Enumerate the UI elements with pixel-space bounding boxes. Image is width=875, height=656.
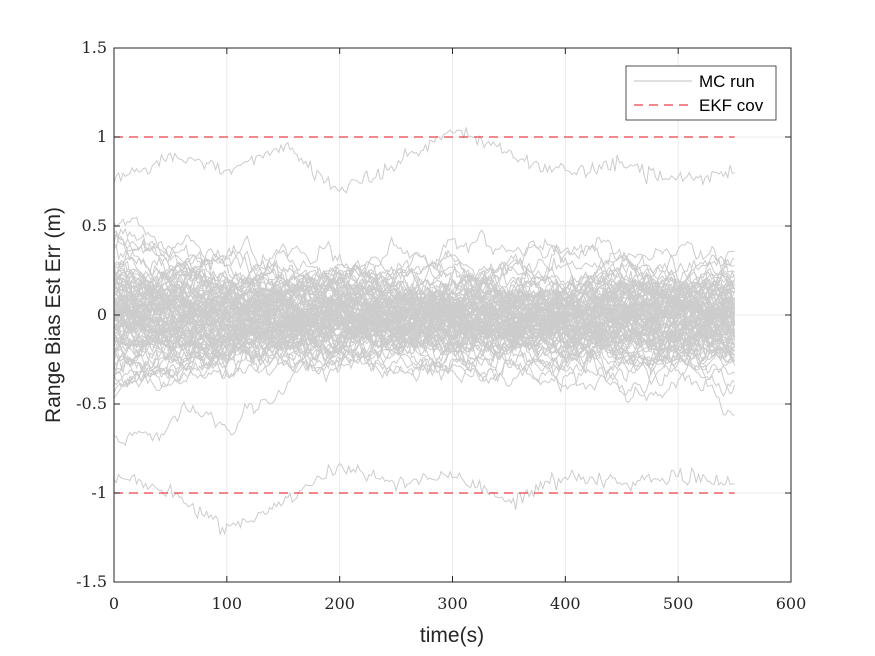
mc-run-line	[113, 286, 736, 352]
mc-run-line	[113, 269, 736, 370]
y-axis-ticks: -1.5 -1 -0.5 0 0.5 1 1.5	[76, 38, 791, 591]
x-tick-label: 300	[437, 594, 468, 613]
mc-run-lines	[113, 127, 736, 536]
mc-run-line	[113, 279, 735, 447]
mc-run-line	[113, 243, 736, 312]
mc-run-line	[113, 462, 735, 536]
y-tick-label: 1.5	[82, 38, 107, 57]
x-axis-label: time(s)	[420, 624, 484, 647]
mc-run-line	[113, 127, 735, 194]
legend: MC run EKF cov	[625, 65, 777, 121]
mc-run-line	[113, 269, 735, 366]
x-axis-ticks: 0 100 200 300 400 500 600	[109, 48, 806, 613]
y-tick-label: -1	[91, 483, 107, 502]
mc-run-line	[113, 261, 735, 353]
legend-box	[625, 65, 777, 121]
y-axis-label: Range Bias Est Err (m)	[42, 207, 65, 423]
mc-run-line	[113, 255, 736, 338]
y-tick-label: -1.5	[76, 572, 107, 591]
mc-run-line	[113, 265, 736, 358]
ekf-cov-lines	[114, 136, 735, 494]
mc-run-line	[113, 257, 735, 317]
mc-run-line	[113, 271, 736, 353]
legend-mc-run-label: MC run	[699, 72, 755, 91]
x-tick-label: 0	[109, 594, 119, 613]
y-tick-label: 0.5	[82, 216, 107, 235]
x-tick-label: 600	[776, 594, 807, 613]
y-tick-label: -0.5	[76, 394, 107, 413]
mc-run-line	[113, 260, 736, 335]
x-tick-label: 500	[663, 594, 694, 613]
x-tick-label: 100	[212, 594, 243, 613]
mc-run-line	[113, 267, 735, 333]
mc-run-line	[113, 257, 735, 399]
y-tick-label: 1	[97, 127, 107, 146]
x-tick-label: 200	[324, 594, 355, 613]
y-tick-label: 0	[97, 305, 107, 324]
x-tick-label: 400	[550, 594, 581, 613]
mc-run-line	[113, 234, 735, 349]
legend-ekf-cov-label: EKF cov	[699, 96, 764, 115]
